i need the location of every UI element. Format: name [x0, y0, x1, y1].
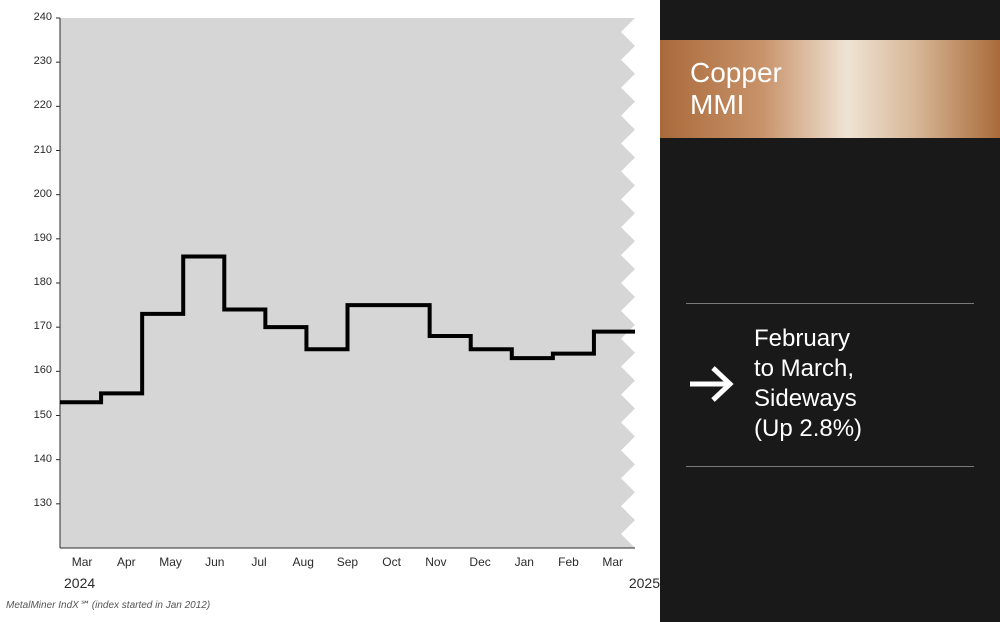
- x-tick-label: Mar: [591, 555, 635, 569]
- y-tick-label: 210: [34, 144, 52, 156]
- badge-line-1: Copper: [690, 57, 782, 89]
- trend-text: February to March, Sideways (Up 2.8%): [754, 324, 862, 444]
- x-tick-label: Sep: [325, 555, 369, 569]
- arrow-right-icon: [686, 359, 736, 409]
- y-axis-labels: 130 140 150 160 170 180 190 200 210 220 230 240: [0, 0, 52, 600]
- year-end-label: 2025: [629, 575, 660, 591]
- year-start-label: 2024: [64, 575, 95, 591]
- x-tick-label: Jun: [193, 555, 237, 569]
- x-tick-label: Jul: [237, 555, 281, 569]
- trend-block: February to March, Sideways (Up 2.8%): [660, 303, 1000, 467]
- x-tick-label: Aug: [281, 555, 325, 569]
- badge-line-2: MMI: [690, 89, 782, 121]
- y-tick-label: 180: [34, 276, 52, 288]
- y-tick-label: 190: [34, 232, 52, 244]
- figure-root: 130 140 150 160 170 180 190 200 210 220 230 240 Mar…: [0, 0, 1000, 622]
- x-tick-label: Dec: [458, 555, 502, 569]
- divider-bottom: [686, 466, 974, 467]
- x-tick-label: Feb: [546, 555, 590, 569]
- chart-panel: 130 140 150 160 170 180 190 200 210 220 230 240 Mar…: [0, 0, 660, 622]
- trend-row: February to March, Sideways (Up 2.8%): [686, 304, 974, 466]
- x-tick-label: Apr: [104, 555, 148, 569]
- x-tick-label: Oct: [370, 555, 414, 569]
- y-tick-label: 150: [34, 409, 52, 421]
- y-tick-label: 240: [34, 11, 52, 23]
- y-tick-label: 200: [34, 188, 52, 200]
- x-tick-label: Mar: [60, 555, 104, 569]
- y-tick-label: 230: [34, 55, 52, 67]
- x-axis-labels: MarAprMayJunJulAugSepOctNovDecJanFebMar: [60, 555, 635, 569]
- plot-background: [60, 18, 635, 548]
- y-tick-label: 220: [34, 99, 52, 111]
- x-tick-label: Jan: [502, 555, 546, 569]
- sidebar-panel: Copper MMI February to March,: [660, 0, 1000, 622]
- trend-line-3: Sideways: [754, 384, 862, 414]
- trend-line-2: to March,: [754, 354, 862, 384]
- y-tick-label: 160: [34, 364, 52, 376]
- trend-line-4: (Up 2.8%): [754, 414, 862, 444]
- chart-svg: [0, 0, 660, 600]
- y-tick-label: 130: [34, 497, 52, 509]
- y-tick-label: 170: [34, 320, 52, 332]
- x-tick-label: Nov: [414, 555, 458, 569]
- trend-line-1: February: [754, 324, 862, 354]
- title-badge: Copper MMI: [660, 40, 1000, 138]
- source-note: MetalMiner IndX℠ (index started in Jan 2…: [6, 600, 210, 611]
- x-tick-label: May: [148, 555, 192, 569]
- y-tick-label: 140: [34, 453, 52, 465]
